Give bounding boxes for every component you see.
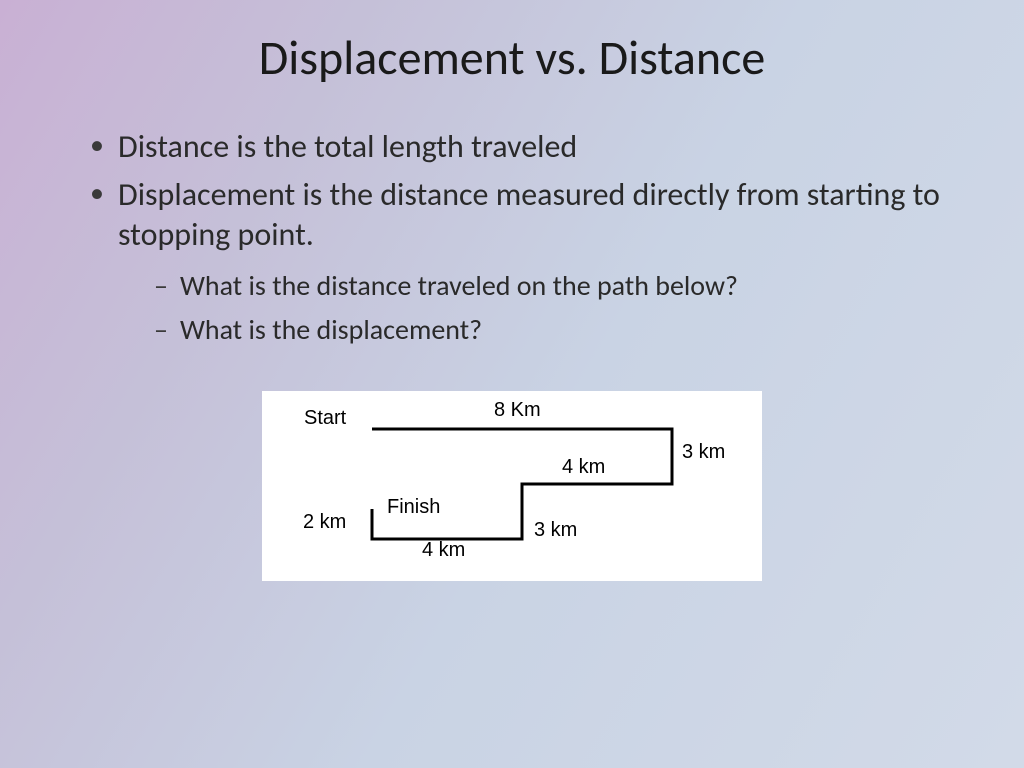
sub-bullet-1: What is the distance traveled on the pat…	[154, 267, 954, 305]
label-seg1: 8 Km	[494, 399, 541, 422]
label-seg5: 4 km	[422, 539, 465, 562]
path-diagram: Start 8 Km 3 km 4 km 3 km 4 km 2 km Fini…	[262, 391, 762, 581]
bullet-2: Displacement is the distance measured di…	[90, 175, 954, 349]
label-seg2: 3 km	[682, 441, 725, 464]
label-finish: Finish	[387, 496, 440, 519]
sub-bullet-list: What is the distance traveled on the pat…	[118, 267, 954, 349]
slide: Displacement vs. Distance Distance is th…	[0, 0, 1024, 768]
bullet-1: Distance is the total length traveled	[90, 127, 954, 167]
bullet-list: Distance is the total length traveled Di…	[70, 127, 954, 349]
slide-title: Displacement vs. Distance	[70, 28, 954, 87]
label-seg3: 4 km	[562, 456, 605, 479]
path-line	[372, 429, 672, 539]
label-seg4: 3 km	[534, 519, 577, 542]
label-start: Start	[304, 407, 346, 430]
bullet-2-text: Displacement is the distance measured di…	[118, 175, 940, 254]
diagram-container: Start 8 Km 3 km 4 km 3 km 4 km 2 km Fini…	[70, 391, 954, 581]
sub-bullet-2: What is the displacement?	[154, 311, 954, 349]
label-seg6: 2 km	[303, 511, 346, 534]
